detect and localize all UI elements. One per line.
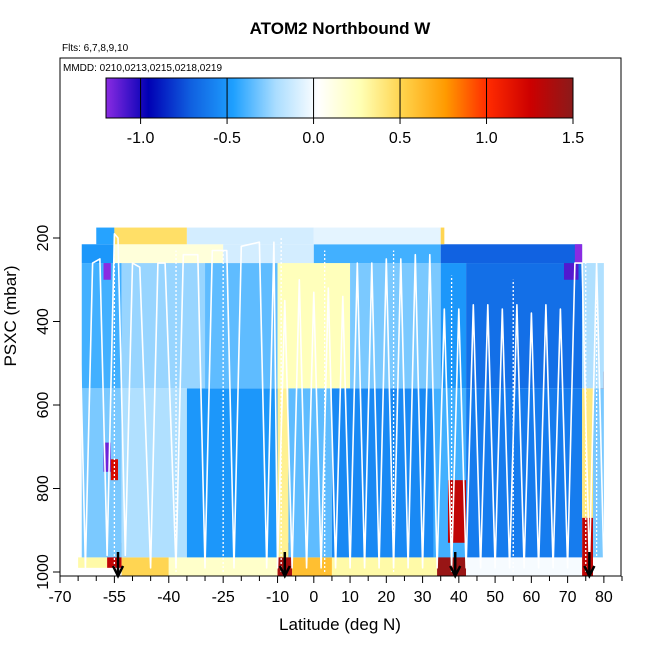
heat-cell bbox=[277, 388, 289, 558]
colorbar-tick-label: 1.5 bbox=[562, 130, 584, 147]
plot-frame bbox=[59, 57, 622, 577]
x-tick-label: 30 bbox=[414, 589, 432, 606]
heat-cell bbox=[582, 388, 593, 518]
heat-cell bbox=[563, 263, 579, 280]
heat-cell bbox=[103, 263, 111, 280]
flight-track bbox=[77, 233, 612, 569]
x-tick-label: 10 bbox=[341, 589, 359, 606]
heat-cell bbox=[440, 227, 445, 245]
x-axis-label: Latitude (deg N) bbox=[279, 615, 401, 634]
y-tick-label: 600 bbox=[35, 392, 52, 419]
heat-cell bbox=[592, 388, 604, 558]
heat-cell bbox=[223, 244, 314, 264]
heatmap-cells bbox=[78, 227, 604, 576]
heat-cell bbox=[331, 557, 438, 576]
heat-cell bbox=[574, 244, 583, 264]
heat-cell bbox=[110, 459, 119, 481]
x-tick-label: -10 bbox=[266, 589, 289, 606]
colorbar-tick-label: 0.0 bbox=[302, 130, 324, 147]
y-tick-label: 200 bbox=[35, 225, 52, 252]
heat-cell bbox=[96, 227, 115, 245]
colorbar-tick-label: -0.5 bbox=[213, 130, 241, 147]
x-tick-label: -25 bbox=[212, 589, 235, 606]
x-tick-label: -40 bbox=[157, 589, 180, 606]
y-tick-label: 800 bbox=[35, 475, 52, 502]
x-tick-label: -70 bbox=[48, 589, 71, 606]
y-axis: 200 400 600 800 1000 bbox=[35, 225, 60, 590]
y-tick-label: 1000 bbox=[35, 554, 52, 590]
heat-cell bbox=[313, 227, 441, 245]
dates-label: MMDD: 0210,0213,0215,0218,0219 bbox=[63, 63, 222, 74]
x-axis: -70 -55 -40 -25 -10 0 10 20 30 40 50 60 70 80 bbox=[48, 576, 623, 606]
heat-cell bbox=[186, 227, 314, 245]
heat-cell bbox=[292, 557, 332, 576]
heat-cell bbox=[78, 557, 108, 568]
heat-cell bbox=[440, 244, 583, 264]
heat-cell bbox=[205, 263, 278, 389]
flights-label: Flts: 6,7,8,9,10 bbox=[62, 43, 129, 54]
y-axis-label: PSXC (mbar) bbox=[1, 265, 20, 366]
colorbar-tick-label: 0.5 bbox=[389, 130, 411, 147]
heat-cell bbox=[277, 263, 351, 389]
x-tick-label: 40 bbox=[450, 589, 468, 606]
heat-cell bbox=[121, 557, 169, 576]
x-tick-label: 80 bbox=[595, 589, 613, 606]
x-tick-label: 50 bbox=[486, 589, 504, 606]
colorbar: -1.0 -0.5 0.0 0.5 1.0 1.5 bbox=[105, 77, 584, 147]
heat-cell bbox=[350, 263, 441, 389]
x-tick-label: 60 bbox=[522, 589, 540, 606]
chart-title: ATOM2 Northbound W bbox=[250, 19, 432, 38]
heat-cell bbox=[114, 227, 187, 245]
colorbar-tick-label: -1.0 bbox=[127, 130, 155, 147]
heat-cell bbox=[582, 517, 593, 576]
heat-cell bbox=[121, 263, 206, 389]
heat-cell bbox=[466, 263, 583, 389]
colorbar-tick-label: 1.0 bbox=[475, 130, 497, 147]
heat-cell bbox=[114, 244, 224, 264]
x-tick-label: 0 bbox=[309, 589, 318, 606]
heat-cell bbox=[81, 244, 115, 264]
x-tick-label: -55 bbox=[103, 589, 126, 606]
y-tick-label: 400 bbox=[35, 308, 52, 335]
x-tick-label: 20 bbox=[377, 589, 395, 606]
colorbar-scale bbox=[105, 77, 574, 119]
heat-cell bbox=[313, 244, 441, 264]
x-tick-label: 70 bbox=[559, 589, 577, 606]
heat-cell bbox=[103, 442, 111, 472]
flight-track-lines bbox=[77, 233, 612, 572]
